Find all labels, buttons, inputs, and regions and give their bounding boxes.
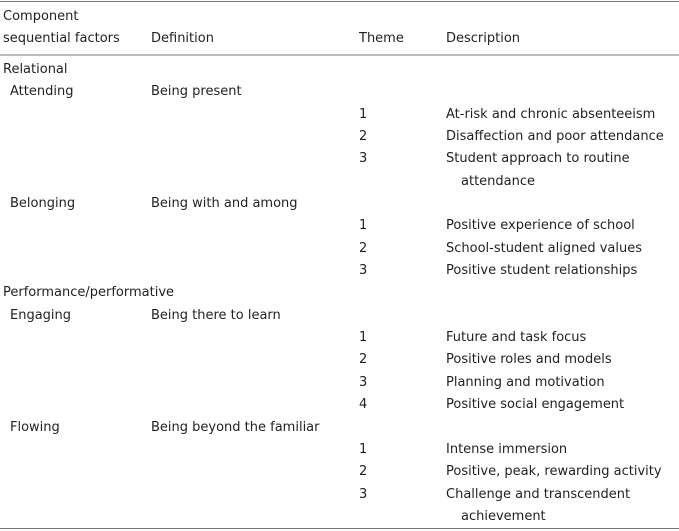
description-cell: Challenge and transcendent achievement bbox=[446, 486, 631, 524]
factor-label: Flowing bbox=[10, 419, 60, 435]
theme-number: 3 bbox=[359, 374, 368, 390]
description-cell: Positive student relationships bbox=[446, 263, 638, 279]
header-factors-line1: Component bbox=[3, 9, 79, 24]
factor-label: Belonging bbox=[10, 196, 76, 212]
table-row: 3 Challenge and transcendent achievement bbox=[0, 484, 679, 529]
definition-cell: Being there to learn bbox=[151, 307, 281, 323]
theme-number: 4 bbox=[359, 397, 368, 413]
table-row: 1 At-risk and chronic absenteeism bbox=[0, 104, 679, 126]
table-row: Flowing Being beyond the familiar bbox=[0, 417, 679, 439]
theme-number: 1 bbox=[359, 218, 368, 234]
table-row: Belonging Being with and among bbox=[0, 193, 679, 215]
table-row: 4 Positive social engagement bbox=[0, 394, 679, 416]
table-body: Relational Attending Being present 1 At-risk… bbox=[0, 59, 679, 528]
header-rule bbox=[0, 54, 679, 56]
description-cell: Planning and motivation bbox=[446, 374, 605, 390]
top-rule bbox=[0, 1, 679, 2]
table-row: 3 Student approach to routine attendance bbox=[0, 148, 679, 193]
theme-number: 1 bbox=[359, 330, 368, 346]
table-row: 2 Disaffection and poor attendance bbox=[0, 126, 679, 148]
theme-number: 3 bbox=[359, 486, 368, 502]
description-cell: Future and task focus bbox=[446, 330, 587, 346]
table-row: Performance/performative bbox=[0, 282, 679, 304]
theme-number: 2 bbox=[359, 352, 368, 368]
description-cell: Intense immersion bbox=[446, 441, 568, 457]
table-row: 3 Planning and motivation bbox=[0, 372, 679, 394]
theme-number: 2 bbox=[359, 129, 368, 145]
table-row: 2 Positive, peak, rewarding activity bbox=[0, 461, 679, 483]
theme-number: 1 bbox=[359, 441, 368, 457]
description-cell: Positive, peak, rewarding activity bbox=[446, 464, 662, 480]
theme-number: 1 bbox=[359, 106, 368, 122]
theme-number: 3 bbox=[359, 151, 368, 167]
table-row: Engaging Being there to learn bbox=[0, 305, 679, 327]
factor-label: Engaging bbox=[10, 307, 72, 323]
description-cell: Disaffection and poor attendance bbox=[446, 129, 664, 145]
definition-cell: Being with and among bbox=[151, 196, 298, 212]
table-row: 2 Positive roles and models bbox=[0, 349, 679, 371]
description-cell: School-student aligned values bbox=[446, 240, 643, 256]
factor-label: Attending bbox=[10, 84, 74, 100]
definition-cell: Being present bbox=[151, 84, 242, 100]
description-cell: Positive social engagement bbox=[446, 397, 625, 413]
bottom-rule bbox=[0, 528, 679, 529]
definition-cell: Being beyond the familiar bbox=[151, 419, 320, 435]
theme-number: 3 bbox=[359, 263, 368, 279]
description-cell: Student approach to routine attendance bbox=[446, 151, 630, 189]
header-factors: Component sequential factors bbox=[3, 6, 120, 50]
table-row: 1 Positive experience of school bbox=[0, 215, 679, 237]
theme-number: 2 bbox=[359, 464, 368, 480]
header-description: Description bbox=[446, 31, 521, 46]
header-theme: Theme bbox=[359, 31, 404, 46]
description-cell: Positive roles and models bbox=[446, 352, 612, 368]
description-cell: Positive experience of school bbox=[446, 218, 635, 234]
table-row: 1 Intense immersion bbox=[0, 439, 679, 461]
table-row: Attending Being present bbox=[0, 81, 679, 103]
category-label: Performance/performative bbox=[3, 285, 175, 301]
table-row: Relational bbox=[0, 59, 679, 81]
header-definition: Definition bbox=[151, 31, 214, 46]
table-row: 1 Future and task focus bbox=[0, 327, 679, 349]
description-cell: At-risk and chronic absenteeism bbox=[446, 106, 656, 122]
table-row: 3 Positive student relationships bbox=[0, 260, 679, 282]
theme-number: 2 bbox=[359, 240, 368, 256]
category-label: Relational bbox=[3, 62, 68, 77]
header-factors-line2: sequential factors bbox=[3, 31, 120, 46]
table-row: 2 School-student aligned values bbox=[0, 238, 679, 260]
